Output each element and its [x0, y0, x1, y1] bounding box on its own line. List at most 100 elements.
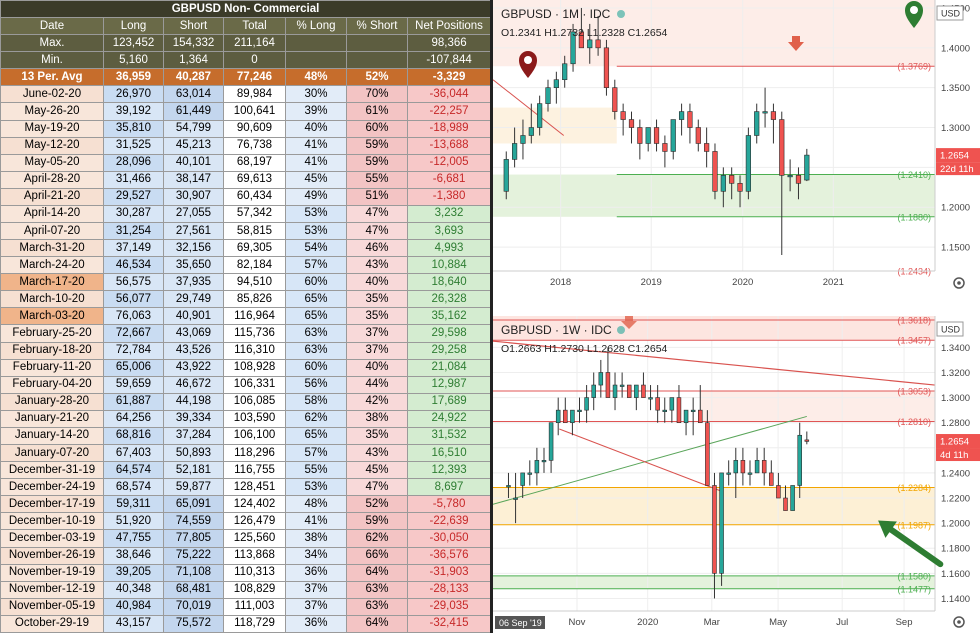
row-date: May-05-20: [0, 153, 104, 172]
max-label: Max.: [0, 34, 104, 53]
table-row: February-25-20 72,667 43,069 115,736 63% 37% 2…: [0, 324, 492, 343]
row-date: May-12-20: [0, 136, 104, 155]
table-row: December-03-19 47,755 77,805 125,560 38% 62% -…: [0, 529, 492, 548]
last-price-label: 1.2654: [940, 151, 969, 162]
table-row: November-12-19 40,348 68,481 108,829 37% 63% -…: [0, 580, 492, 599]
countdown-label: 22d 11h: [940, 164, 974, 175]
row-date: February-25-20: [0, 324, 104, 343]
settings-gear-icon[interactable]: [953, 277, 965, 289]
avg-ps: 52%: [346, 68, 408, 87]
candle-body: [678, 111, 685, 120]
row-pct-short: 45%: [346, 461, 408, 480]
price-tick-label: 1.3500: [941, 83, 970, 94]
table-row: April-28-20 31,466 38,147 69,613 45% 55% -6,68…: [0, 170, 492, 189]
row-short: 59,877: [163, 478, 224, 497]
row-net: 12,987: [406, 375, 492, 394]
row-pct-short: 64%: [346, 614, 408, 634]
row-pct-long: 54%: [285, 239, 347, 258]
last-price-label: 1.2654: [940, 437, 969, 448]
price-tick-label: 1.1400: [941, 594, 970, 605]
row-short: 75,572: [163, 614, 224, 634]
row-short: 63,014: [163, 85, 224, 104]
row-net: -22,639: [406, 512, 492, 531]
row-pct-long: 41%: [285, 153, 347, 172]
row-date: January-21-20: [0, 409, 104, 428]
row-long: 46,534: [103, 256, 164, 275]
down-arrow-icon: [788, 36, 804, 51]
row-pct-short: 47%: [346, 204, 408, 224]
row-short: 37,284: [163, 426, 224, 446]
row-pct-short: 47%: [346, 222, 408, 241]
arrow-shape: [788, 36, 804, 51]
candle-body: [747, 472, 753, 475]
gear-hub: [957, 620, 961, 624]
currency-label: USD: [941, 325, 961, 335]
row-long: 59,659: [103, 375, 164, 394]
time-tick-label: Jul: [836, 617, 848, 628]
row-long: 72,667: [103, 324, 164, 343]
row-total: 82,184: [223, 256, 286, 275]
row-net: 21,084: [406, 358, 492, 377]
row-date: April-28-20: [0, 170, 104, 189]
monthly-chart-panel[interactable]: (1.3769)(1.2410)(1.1880)(1.2434)1.45001.…: [490, 0, 980, 295]
candle-body: [648, 397, 653, 400]
panel-separator[interactable]: [490, 295, 980, 316]
weekly-chart-panel[interactable]: (1.3618) (1.3457) (1.3053) (1.2810) (1.2284)…: [490, 316, 980, 633]
row-net: -12,005: [406, 153, 492, 172]
weekly-chart[interactable]: (1.3618) (1.3457) (1.3053) (1.2810) (1.2284)…: [492, 316, 980, 633]
row-total: 106,100: [223, 426, 286, 446]
level-label: (1.1987): [897, 520, 931, 530]
gear-hub: [957, 281, 961, 285]
table-row: May-12-20 31,525 45,213 76,738 41% 59% -13,688: [0, 136, 492, 155]
price-tick-label: 1.3000: [941, 393, 970, 404]
row-total: 90,609: [223, 119, 286, 138]
pin-shape: [519, 51, 537, 78]
row-pct-short: 59%: [346, 512, 408, 531]
candle-body: [545, 87, 551, 104]
row-long: 40,984: [103, 597, 164, 616]
candle-body: [634, 384, 639, 398]
row-pct-short: 55%: [346, 170, 408, 189]
price-tick-label: 1.1500: [941, 243, 970, 254]
time-tick-label: 2018: [550, 277, 571, 288]
candle-body: [653, 127, 660, 144]
candle-body: [645, 127, 651, 144]
time-tick-label: 2020: [732, 277, 753, 288]
monthly-chart[interactable]: (1.3769)(1.2410)(1.1880)(1.2434)1.45001.…: [492, 0, 980, 295]
row-date: January-14-20: [0, 426, 104, 446]
row-short: 27,055: [163, 204, 224, 224]
row-net: -18,989: [406, 119, 492, 138]
candle-body: [754, 460, 760, 474]
row-pct-short: 70%: [346, 85, 408, 104]
row-total: 69,613: [223, 170, 286, 189]
row-short: 40,901: [163, 307, 224, 326]
candle-body: [740, 460, 746, 474]
row-total: 58,815: [223, 222, 286, 241]
row-total: 60,434: [223, 187, 286, 206]
row-pct-long: 41%: [285, 136, 347, 155]
row-pct-long: 60%: [285, 273, 347, 292]
row-net: 24,922: [406, 409, 492, 428]
candle-body: [690, 409, 696, 412]
row-long: 31,525: [103, 136, 164, 155]
avg-net: -3,329: [406, 68, 492, 87]
candle-body: [612, 87, 618, 112]
row-net: -28,133: [406, 580, 492, 599]
settings-gear-icon[interactable]: [953, 616, 965, 628]
candle-body: [698, 409, 703, 424]
level-label: (1.3769): [897, 62, 931, 72]
candle-body: [712, 151, 718, 192]
table-min-row: Min. 5,160 1,364 0 -107,844: [0, 51, 492, 70]
chart-title: GBPUSD · 1M · IDC: [501, 7, 611, 21]
row-net: 29,258: [406, 341, 492, 360]
row-long: 59,311: [103, 495, 164, 514]
row-total: 116,755: [223, 461, 286, 480]
candle-body: [787, 175, 793, 178]
row-pct-long: 53%: [285, 478, 347, 497]
row-short: 39,334: [163, 409, 224, 428]
candle-body: [804, 439, 810, 442]
row-pct-short: 46%: [346, 239, 408, 258]
candle-body: [577, 409, 582, 412]
row-pct-short: 43%: [346, 256, 408, 275]
candle-body: [619, 384, 625, 387]
